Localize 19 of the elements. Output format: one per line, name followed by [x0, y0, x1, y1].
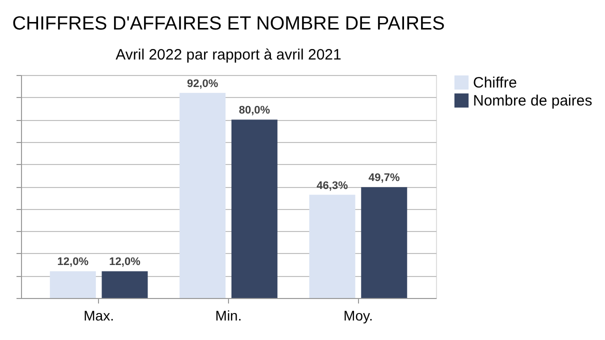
bar: [102, 271, 148, 298]
data-label: 46,3%: [316, 180, 348, 192]
bar: [361, 187, 408, 298]
bar: [309, 194, 356, 298]
bar: [231, 120, 278, 298]
data-label: 49,7%: [368, 172, 400, 184]
x-tick-label: Min.: [215, 308, 242, 324]
data-label: 80,0%: [238, 104, 270, 117]
x-tick-label: Max.: [84, 308, 114, 324]
data-label: 12,0%: [109, 256, 141, 268]
data-label: 12,0%: [57, 256, 89, 268]
legend-label: Nombre de paires: [473, 92, 592, 110]
data-label: 92,0%: [186, 78, 218, 90]
legend-label: Chiffre: [473, 74, 517, 92]
chart-subtitle: Avril 2022 par rapport à avril 2021: [116, 46, 342, 64]
x-tick-label: Moy.: [344, 308, 373, 324]
bar: [180, 92, 226, 298]
bar: [50, 271, 96, 298]
chart-title: CHIFFRES D'AFFAIRES ET NOMBRE DE PAIRES: [12, 14, 445, 34]
